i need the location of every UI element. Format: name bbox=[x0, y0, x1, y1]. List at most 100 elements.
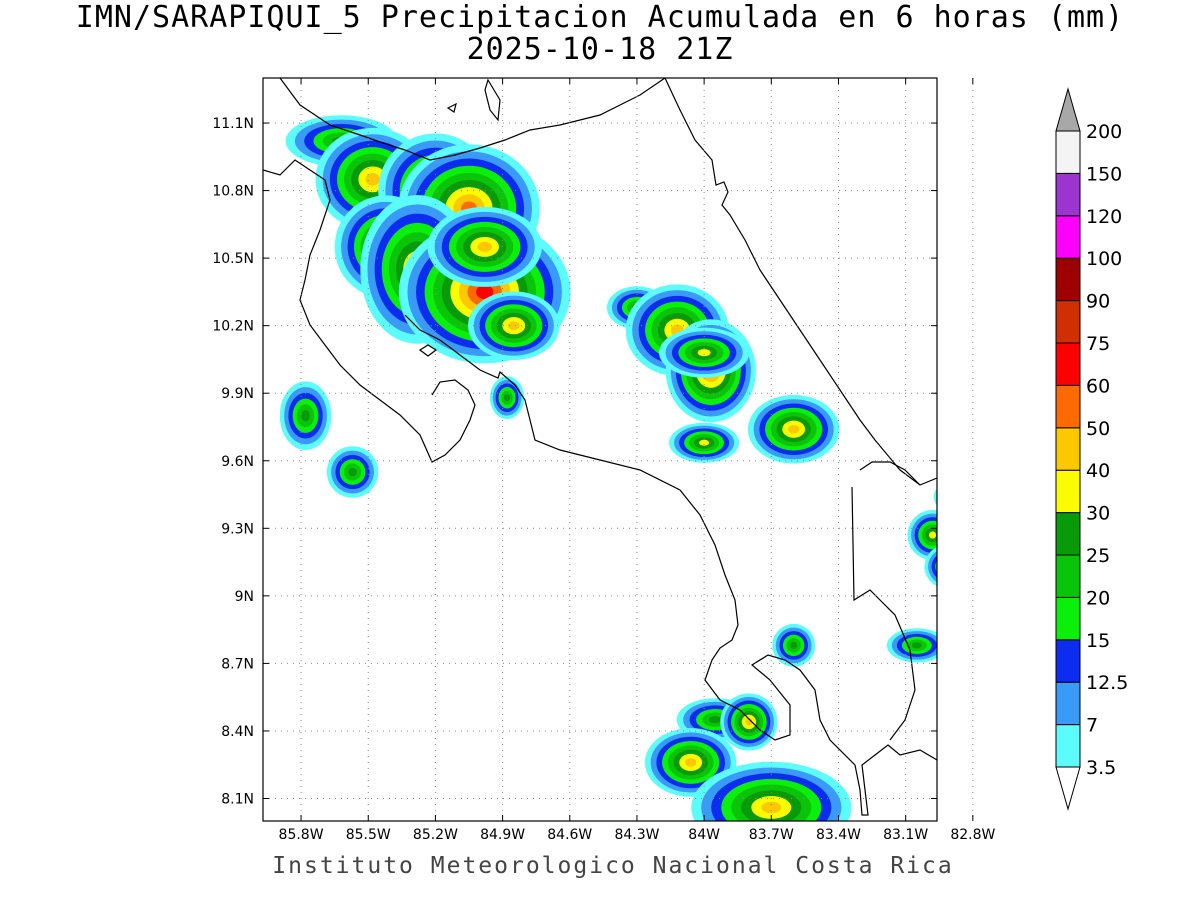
precip-contour-20 bbox=[939, 559, 953, 573]
coastline-north bbox=[279, 78, 666, 161]
precip-cell bbox=[992, 599, 1035, 642]
precip-contour-7 bbox=[995, 603, 1031, 639]
colorbar-swatch bbox=[1055, 384, 1081, 429]
lon-tick-label: 85.2W bbox=[413, 827, 458, 843]
colorbar-swatch bbox=[1055, 342, 1081, 386]
lat-tick-label: 9.6N bbox=[221, 454, 254, 470]
colorbar-swatch bbox=[1055, 215, 1081, 259]
grid-layer bbox=[263, 78, 974, 821]
precip-cell bbox=[468, 291, 560, 360]
gulf-nicoya bbox=[404, 314, 937, 816]
lon-tick-label: 85.8W bbox=[279, 827, 324, 843]
precip-cell bbox=[279, 381, 332, 451]
colorbar-label: 200 bbox=[1086, 121, 1122, 143]
colorbar-swatch bbox=[1055, 681, 1081, 726]
precip-cell bbox=[489, 376, 525, 420]
precip-contour-7 bbox=[938, 482, 981, 511]
map-frame bbox=[262, 77, 938, 822]
precip-cell bbox=[747, 394, 840, 464]
coastline-layer bbox=[263, 78, 937, 816]
colorbar-label: 90 bbox=[1086, 291, 1110, 313]
lake-outline bbox=[484, 78, 501, 122]
lat-tick-label: 9.3N bbox=[221, 521, 254, 537]
lon-tick-label: 84.6W bbox=[547, 827, 592, 843]
colorbar-label: 20 bbox=[1086, 587, 1110, 609]
colorbar-label: 150 bbox=[1086, 163, 1122, 185]
precip-contour-40 bbox=[761, 801, 782, 814]
precip-contour-12.5 bbox=[999, 606, 1028, 635]
precip-layer bbox=[279, 115, 1035, 821]
colorbar-label: 15 bbox=[1086, 630, 1110, 652]
precip-contour-40 bbox=[477, 241, 492, 252]
map-valid-time: 2025-10-18 21Z bbox=[466, 32, 734, 67]
map-title: IMN/SARAPIQUI_5 Precipitacion Acumulada … bbox=[75, 0, 1125, 35]
colorbar-swatch bbox=[1055, 639, 1081, 683]
lon-tick-label: 83.7W bbox=[749, 827, 794, 843]
colorbar-label: 3.5 bbox=[1086, 757, 1116, 779]
island-outline bbox=[446, 102, 457, 113]
lat-tick-label: 8.4N bbox=[221, 724, 254, 740]
precip-contour-25 bbox=[955, 494, 964, 500]
precip-cell bbox=[924, 547, 953, 587]
colorbar-swatch bbox=[1055, 257, 1081, 302]
precip-cell bbox=[907, 510, 937, 561]
colorbar-swatch bbox=[1055, 469, 1081, 514]
colorbar-label: 120 bbox=[1086, 206, 1122, 228]
lat-tick-label: 9N bbox=[235, 589, 254, 605]
colorbar-label: 40 bbox=[1086, 460, 1110, 482]
precip-contour-20 bbox=[951, 491, 968, 502]
precip-contour-30 bbox=[697, 349, 711, 357]
precip-contour-30 bbox=[928, 531, 937, 539]
footer-credit: Instituto Meteorologico Nacional Costa R… bbox=[272, 853, 954, 879]
lon-tick-label: 83.4W bbox=[816, 827, 861, 843]
colorbar-label: 50 bbox=[1086, 418, 1110, 440]
precip-contour-15 bbox=[1002, 610, 1023, 631]
lat-tick-label: 10.5N bbox=[212, 251, 254, 267]
lat-tick-label: 9.9N bbox=[221, 386, 254, 402]
precip-cell bbox=[720, 693, 778, 751]
lat-tick-labels: 11.1N 10.8N 10.5N 10.2N 9.9N 9.6N 9.3N 9N 8.7N 8.… bbox=[212, 116, 254, 807]
precip-contour-20 bbox=[1006, 613, 1020, 627]
precip-contour-40 bbox=[365, 172, 380, 186]
coastline-pacific bbox=[263, 159, 476, 463]
coast-bocas bbox=[859, 461, 921, 486]
lon-tick-label: 84W bbox=[688, 827, 720, 843]
lon-tick-label: 84.3W bbox=[614, 827, 659, 843]
lon-tick-label: 83.1W bbox=[883, 827, 928, 843]
precip-contour-15 bbox=[935, 560, 937, 573]
precip-cell bbox=[326, 446, 379, 498]
precip-contour-12.5 bbox=[931, 555, 937, 578]
border-panama bbox=[851, 486, 916, 741]
colorbar-label: 25 bbox=[1086, 545, 1110, 567]
precip-contour-25 bbox=[348, 467, 357, 477]
precip-contour-25 bbox=[504, 394, 511, 402]
lat-tick-label: 10.2N bbox=[212, 319, 254, 335]
precip-contour-60 bbox=[476, 284, 494, 300]
colorbar-max-arrow bbox=[1055, 87, 1081, 132]
precip-cell bbox=[669, 422, 740, 463]
colorbar-label: 60 bbox=[1086, 375, 1110, 397]
colorbar-label: 12.5 bbox=[1086, 672, 1128, 694]
lon-tick-labels: 85.8W 85.5W 85.2W 84.9W 84.6W 84.3W 84W 83.7W 83… bbox=[279, 827, 996, 843]
lat-tick-label: 8.7N bbox=[221, 656, 254, 672]
precip-contour-3.5 bbox=[933, 488, 937, 506]
lat-tick-label: 8.1N bbox=[221, 791, 254, 807]
precip-cell bbox=[886, 628, 937, 663]
precip-contour-12.5 bbox=[942, 485, 976, 508]
precip-contour-25 bbox=[790, 641, 798, 649]
colorbar-label: 30 bbox=[1086, 503, 1110, 525]
precip-contour-3.5 bbox=[992, 599, 1035, 642]
precip-cell bbox=[659, 327, 750, 378]
lon-tick-label: 85.5W bbox=[346, 827, 391, 843]
colorbar-min-arrow bbox=[1055, 766, 1081, 811]
lat-tick-label: 10.8N bbox=[212, 184, 254, 200]
precip-contour-40 bbox=[787, 424, 800, 434]
colorbar-swatch bbox=[1055, 427, 1081, 471]
colorbar: 3.5 7 12.5 15 20 25 30 40 50 60 75 90 100 120 150 200 bbox=[1055, 87, 1128, 811]
precip-contour-25 bbox=[911, 642, 922, 649]
precip-contour-15 bbox=[947, 488, 973, 505]
precip-contour-25 bbox=[708, 716, 722, 724]
colorbar-label: 75 bbox=[1086, 333, 1110, 355]
colorbar-swatch bbox=[1055, 554, 1081, 598]
